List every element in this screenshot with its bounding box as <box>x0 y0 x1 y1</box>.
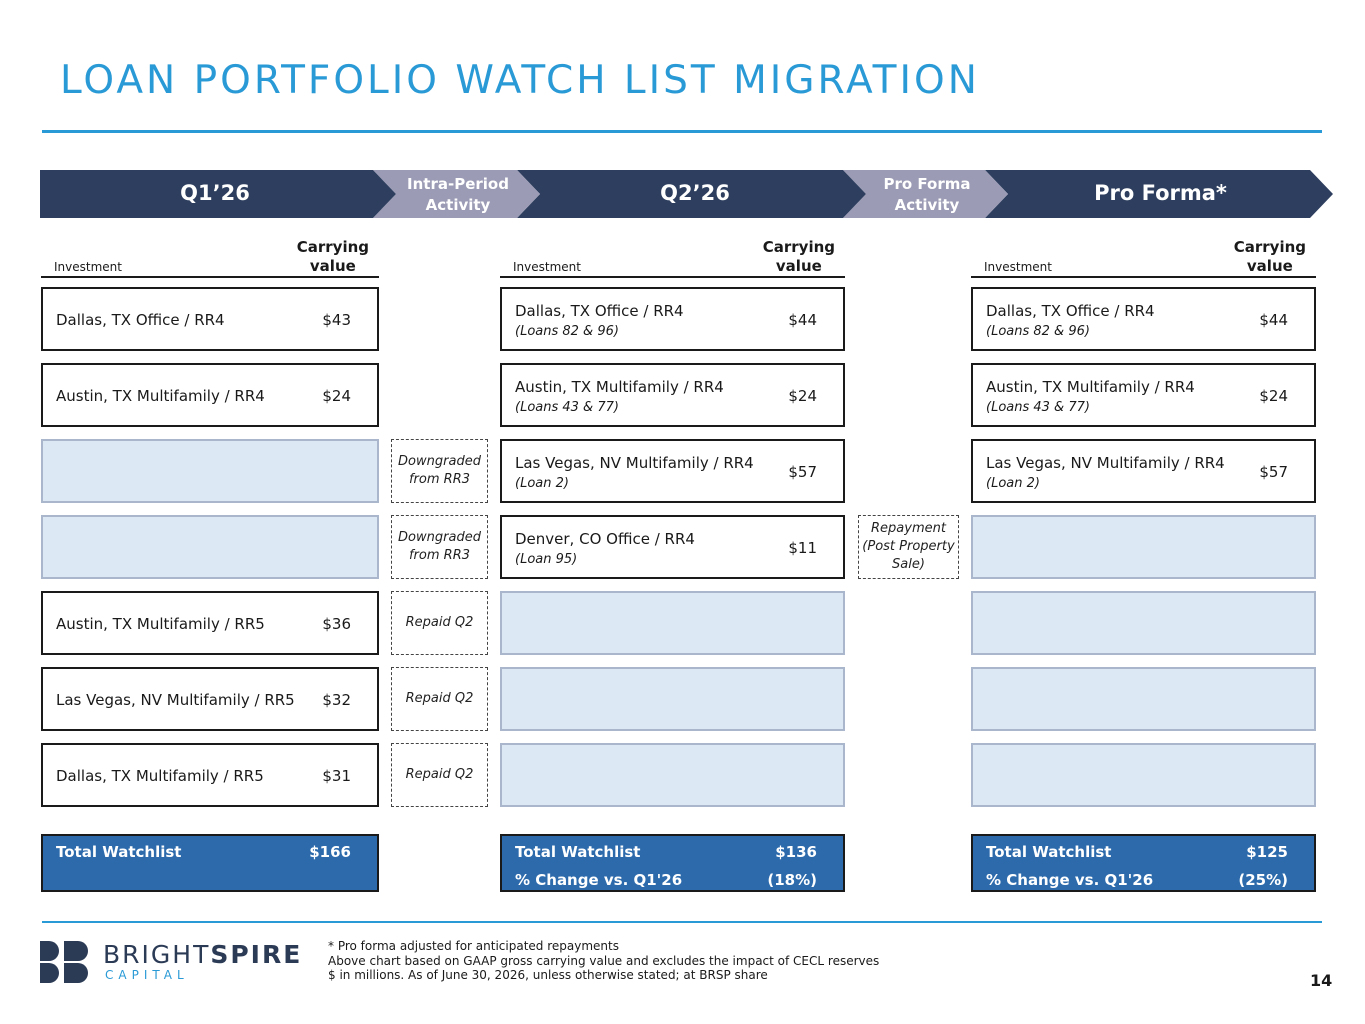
footer-divider <box>42 921 1322 923</box>
page-title: LOAN PORTFOLIO WATCH LIST MIGRATION <box>60 58 980 103</box>
chevron-q2 <box>517 170 866 218</box>
intra-activity-note: Downgraded from RR3 <box>391 439 488 503</box>
q2-loan-row: Las Vegas, NV Multifamily / RR4 (Loan 2) $… <box>500 439 845 503</box>
q2-loan-row: Denver, CO Office / RR4 (Loan 95) $11 <box>500 515 845 579</box>
column-header-q2: Investment Carrying value <box>500 238 845 278</box>
q1-empty-row <box>41 515 379 579</box>
q1-loan-row: Las Vegas, NV Multifamily / RR5 $32 <box>41 667 379 731</box>
chevron-proforma <box>985 170 1333 218</box>
logo-subtitle: CAPITAL <box>105 968 189 982</box>
change-value: (18%) <box>767 871 817 889</box>
q1-loan-row: Austin, TX Multifamily / RR5 $36 <box>41 591 379 655</box>
chevron-proforma-activity <box>843 170 1008 218</box>
q1-loan-row: Dallas, TX Office / RR4 $43 <box>41 287 379 351</box>
header-q1: Q1’26 <box>180 181 250 205</box>
q2-empty-row <box>500 743 845 807</box>
intra-activity-note: Repaid Q2 <box>391 591 488 655</box>
proforma-empty-row <box>971 743 1316 807</box>
total-value: $166 <box>309 843 351 861</box>
total-label: Total Watchlist <box>515 843 641 861</box>
page-number: 14 <box>1310 971 1333 990</box>
proforma-empty-row <box>971 591 1316 655</box>
q2-total-box: Total Watchlist $136 % Change vs. Q1'26 … <box>500 834 845 892</box>
intra-activity-note: Repaid Q2 <box>391 667 488 731</box>
q1-loan-row: Dallas, TX Multifamily / RR5 $31 <box>41 743 379 807</box>
investment-label: Investment <box>513 260 581 274</box>
proforma-empty-row <box>971 515 1316 579</box>
total-value: $136 <box>775 843 817 861</box>
proforma-empty-row <box>971 667 1316 731</box>
proforma-activity-note: Repayment (Post Property Sale) <box>858 515 959 579</box>
change-value: (25%) <box>1238 871 1288 889</box>
brightspire-logo-icon <box>40 941 88 983</box>
header-intra-activity: Intra-Period Activity <box>407 175 509 214</box>
title-divider <box>42 130 1322 133</box>
investment-label: Investment <box>54 260 122 274</box>
total-label: Total Watchlist <box>56 843 182 861</box>
carrying-value-label: Carrying value <box>296 238 369 275</box>
proforma-loan-row: Austin, TX Multifamily / RR4 (Loans 43 & … <box>971 363 1316 427</box>
carrying-value-label: Carrying value <box>762 238 835 275</box>
header-proforma: Pro Forma* <box>1094 181 1227 205</box>
column-header-proforma: Investment Carrying value <box>971 238 1316 278</box>
logo-wordmark: BRIGHTSPIRE <box>103 940 303 969</box>
change-label: % Change vs. Q1'26 <box>986 871 1154 889</box>
carrying-value-label: Carrying value <box>1233 238 1306 275</box>
q1-loan-row: Austin, TX Multifamily / RR4 $24 <box>41 363 379 427</box>
total-label: Total Watchlist <box>986 843 1112 861</box>
intra-activity-note: Downgraded from RR3 <box>391 515 488 579</box>
chevron-intra <box>373 170 540 218</box>
proforma-total-box: Total Watchlist $125 % Change vs. Q1'26 … <box>971 834 1316 892</box>
period-chevrons <box>40 170 1333 218</box>
q2-empty-row <box>500 591 845 655</box>
header-proforma-activity: Pro Forma Activity <box>883 175 971 214</box>
q1-total-box: Total Watchlist $166 <box>41 834 379 892</box>
total-value: $125 <box>1246 843 1288 861</box>
investment-label: Investment <box>984 260 1052 274</box>
chevron-q1 <box>40 170 396 218</box>
q2-empty-row <box>500 667 845 731</box>
proforma-loan-row: Dallas, TX Office / RR4 (Loans 82 & 96) $4… <box>971 287 1316 351</box>
proforma-loan-row: Las Vegas, NV Multifamily / RR4 (Loan 2) $… <box>971 439 1316 503</box>
footnotes: * Pro forma adjusted for anticipated rep… <box>328 939 880 982</box>
column-header-q1: Investment Carrying value <box>41 238 379 278</box>
q2-loan-row: Dallas, TX Office / RR4 (Loans 82 & 96) $4… <box>500 287 845 351</box>
q2-loan-row: Austin, TX Multifamily / RR4 (Loans 43 & … <box>500 363 845 427</box>
intra-activity-note: Repaid Q2 <box>391 743 488 807</box>
q1-empty-row <box>41 439 379 503</box>
header-q2: Q2’26 <box>660 181 730 205</box>
change-label: % Change vs. Q1'26 <box>515 871 683 889</box>
